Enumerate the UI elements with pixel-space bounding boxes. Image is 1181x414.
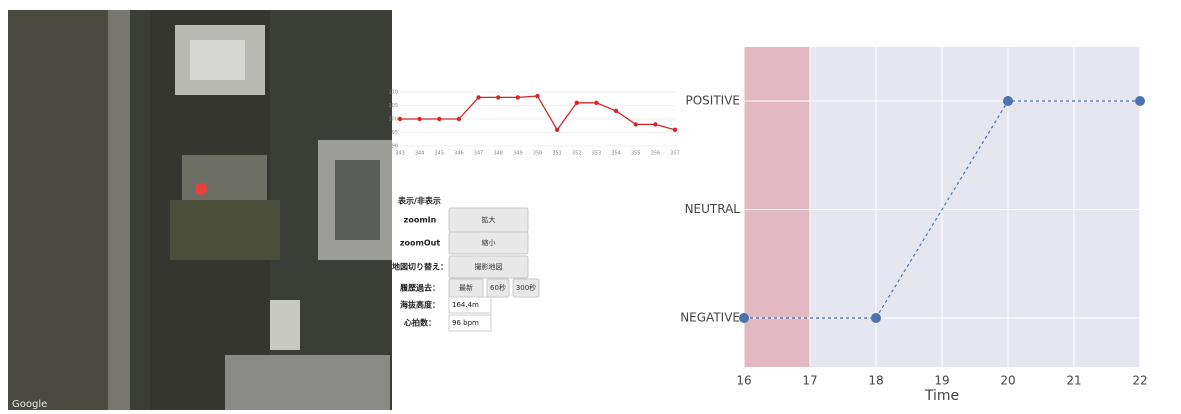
- point: [672, 127, 678, 132]
- button-label[interactable]: 拡大: [482, 215, 496, 224]
- x-tick-label: 18: [868, 374, 883, 388]
- button[interactable]: [448, 255, 529, 279]
- point: [456, 116, 462, 122]
- point: [554, 127, 560, 132]
- map: Google: [8, 10, 392, 410]
- x-tick-label: 343: [395, 151, 405, 157]
- y-tick-label: 105: [388, 103, 398, 109]
- point: [739, 313, 749, 323]
- value-text: 164.4m: [452, 301, 479, 309]
- row-label: 海抜高度：: [400, 300, 440, 310]
- x-tick-label: 17: [802, 374, 817, 388]
- x-tick-label: 355: [631, 151, 641, 157]
- y-tick-label: 95: [392, 130, 398, 136]
- point: [594, 100, 599, 106]
- point: [476, 95, 481, 100]
- x-tick-label: 352: [572, 151, 582, 157]
- y-tick-label: NEGATIVE: [680, 311, 740, 325]
- x-tick-label: 19: [934, 374, 949, 388]
- line: [744, 100, 1140, 319]
- button-label[interactable]: 撮影地図: [475, 262, 503, 271]
- row-label: 地図切り替え：: [392, 262, 448, 272]
- button-label[interactable]: 300秒: [516, 283, 536, 292]
- value-box: [448, 296, 492, 314]
- row-label: 履歴過去：: [399, 283, 440, 293]
- x-tick-label: 20: [1000, 374, 1015, 388]
- point: [871, 313, 881, 323]
- point: [613, 108, 619, 114]
- button[interactable]: [486, 278, 510, 298]
- button-label[interactable]: 60秒: [490, 283, 506, 292]
- value-box: [448, 314, 492, 332]
- y-tick-label: 100: [388, 117, 398, 123]
- mini-line-chart: 90 95 100 105 110 343 344 345 346 347 348 349 350 351…: [388, 90, 679, 157]
- x-tick-label: 353: [592, 151, 602, 157]
- x-tick-label: 348: [493, 151, 503, 157]
- point: [397, 116, 403, 122]
- x-tick-label: 344: [415, 151, 425, 157]
- y-tick-label: NEUTRAL: [685, 202, 741, 216]
- button[interactable]: [512, 278, 540, 298]
- x-tick-label: 22: [1132, 374, 1147, 388]
- map-pin[interactable]: [195, 183, 208, 210]
- shaded-region: [744, 47, 810, 367]
- point: [417, 116, 422, 122]
- x-tick-label: 347: [474, 151, 484, 157]
- point: [574, 100, 579, 106]
- point: [496, 95, 501, 100]
- x-axis-label: Time: [924, 388, 959, 404]
- point: [653, 122, 658, 127]
- button-label[interactable]: 最新: [459, 283, 473, 292]
- x-tick-label: 349: [513, 151, 523, 157]
- sentiment-chart: 16 17 18 19 20 21 22 NEGATIVE NEUTRAL POSITIVE Tim…: [680, 47, 1148, 404]
- point: [437, 116, 442, 122]
- x-tick-label: 356: [651, 151, 661, 157]
- x-tick-label: 351: [552, 151, 562, 157]
- point: [1135, 96, 1145, 106]
- point: [1003, 96, 1013, 106]
- row-label: zoomIn: [404, 216, 437, 225]
- point: [535, 93, 540, 99]
- x-tick-label: 357: [670, 151, 680, 157]
- row-label: 心拍数：: [404, 318, 436, 328]
- x-tick-label: 21: [1066, 374, 1081, 388]
- y-tick-label: 110: [388, 90, 398, 96]
- panel-title: 表示/非表示: [397, 196, 441, 206]
- x-tick-label: 346: [454, 151, 464, 157]
- x-tick-label: 16: [736, 374, 751, 388]
- x-tick-label: 350: [533, 151, 543, 157]
- button-label[interactable]: 縮小: [482, 238, 496, 247]
- y-tick-label: 90: [392, 144, 398, 150]
- x-tick-label: 345: [435, 151, 445, 157]
- point: [515, 95, 521, 100]
- row-label: zoomOut: [400, 239, 440, 248]
- y-tick-label: POSITIVE: [686, 94, 741, 108]
- x-tick-label: 354: [611, 151, 621, 157]
- map-attribution: Google: [12, 399, 47, 410]
- point: [633, 122, 638, 127]
- value-text: 96 bpm: [452, 319, 479, 327]
- button[interactable]: [448, 231, 529, 255]
